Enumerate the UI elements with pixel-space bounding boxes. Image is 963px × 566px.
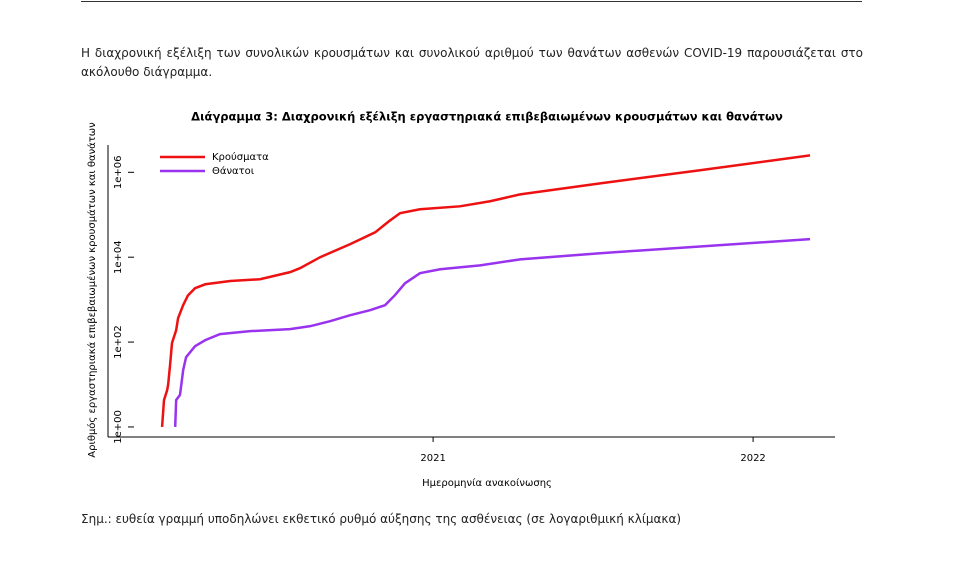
- y-axis-label: Αριθμός εργαστηριακά επιβεβαιωμένων κρου…: [86, 122, 98, 458]
- y-tick-label: 1e+06: [113, 155, 124, 189]
- legend-label: Κρούσματα: [212, 151, 269, 163]
- x-axis-label: Ημερομηνία ανακοίνωσης: [422, 477, 552, 489]
- note: Σημ.: ευθεία γραμμή υποδηλώνει εκθετικό …: [81, 512, 682, 526]
- y-tick-label: 1e+00: [113, 410, 124, 444]
- x-tick-label: 2021: [420, 453, 445, 464]
- top-rule: [81, 1, 862, 2]
- chart-title: Διάγραμμα 3: Διαχρονική εξέλιξη εργαστηρ…: [191, 110, 783, 124]
- y-tick-label: 1e+02: [113, 325, 124, 359]
- series-line: [173, 237, 811, 428]
- intro: Η διαχρονική εξέλιξη των συνολικών κρουσ…: [81, 46, 863, 79]
- y-tick-label: 1e+04: [113, 240, 124, 274]
- legend-label: Θάνατοι: [212, 165, 255, 177]
- series-line: [160, 154, 811, 428]
- x-tick-label: 2022: [740, 453, 765, 464]
